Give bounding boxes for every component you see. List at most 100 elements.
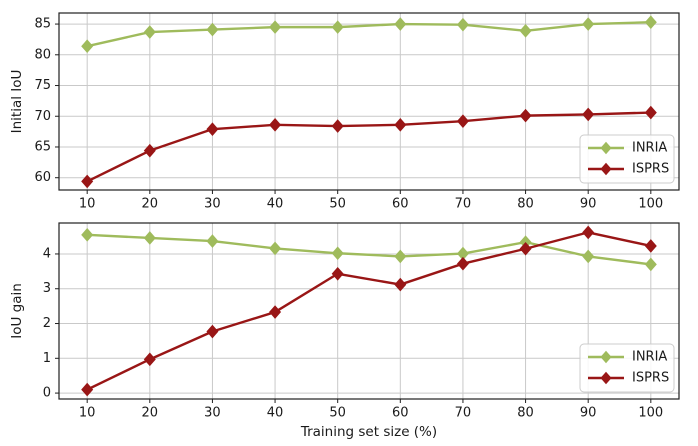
x-tick-label: 100 [638,197,663,212]
legend-sample-marker [600,350,612,364]
series-marker-inria [519,24,532,38]
legend-label: ISPRS [632,162,669,177]
series-line-isprs [85,231,653,391]
series-marker-isprs [206,324,219,339]
series-marker-inria [394,17,407,31]
series-line-isprs [85,111,653,183]
series-marker-isprs [582,225,595,240]
y-tick-label: 70 [34,109,51,124]
series-marker-inria [644,257,657,272]
x-tick-label: 10 [79,197,96,212]
series-marker-isprs [456,256,469,271]
x-tick-label: 80 [517,197,534,212]
series-line-inria [85,21,653,48]
legend-sample-marker [600,371,612,385]
series-marker-isprs [206,122,219,136]
legend: INRIA ISPRS [579,134,675,184]
series-marker-isprs [269,118,282,132]
series-marker-inria [394,249,407,264]
series-marker-isprs [394,277,407,292]
x-tick-label: 70 [455,197,472,212]
x-tick-label: 70 [455,406,472,421]
series-marker-isprs [519,241,532,256]
series-marker-inria [81,39,94,53]
y-tick-label: 60 [34,170,51,185]
series-inria [81,15,657,53]
x-tick-label: 20 [142,406,159,421]
series-marker-inria [456,246,469,261]
series-isprs [81,105,657,189]
series-marker-isprs [81,174,94,189]
series-marker-inria [206,234,219,248]
legend-entry-isprs: ISPRS [588,162,669,177]
series-marker-inria [269,241,282,256]
y-axis-label: IoU gain [9,283,25,339]
series-marker-inria [644,15,657,30]
y-tick-label: 75 [34,78,51,93]
x-tick-label: 20 [142,197,159,212]
series-marker-isprs [582,107,595,122]
series-marker-isprs [81,382,94,397]
series-line-inria [85,233,653,266]
legend-entry-inria: INRIA [588,141,667,156]
x-tick-label: 10 [79,406,96,421]
legend-sample-marker [600,141,612,155]
series-inria [81,228,657,272]
series-marker-isprs [456,114,469,128]
x-tick-label: 50 [329,197,346,212]
legend-entry-inria: INRIA [588,350,667,365]
x-tick-label: 50 [329,406,346,421]
axes-frame [58,12,680,191]
x-tick-label: 100 [638,406,663,421]
panel-initial-iou: 10 20 30 40 50 60 70 80 90 100 60 65 70 75 80 85 Initial… [9,12,680,212]
panel-iou-gain: 10 20 30 40 50 60 70 80 90 100 0 1 2 3 4 IoU gain Traini… [9,222,680,440]
series-marker-inria [582,249,595,264]
series-marker-inria [456,17,469,32]
series-marker-inria [582,17,595,31]
legend-label: ISPRS [632,371,669,386]
legend: INRIA ISPRS [579,343,675,393]
y-tick-label: 65 [34,139,51,154]
series-marker-inria [143,231,156,245]
y-tick-label: 85 [34,17,51,32]
series-marker-isprs [269,305,282,319]
legend-label: INRIA [632,350,667,365]
y-tick-label: 80 [34,47,51,62]
y-tick-label: 2 [43,316,51,331]
series-marker-inria [143,25,156,39]
series-marker-isprs [519,108,532,123]
x-tick-label: 60 [392,406,409,421]
y-axis-label: Initial IoU [9,70,25,134]
series-marker-inria [331,246,344,261]
series-marker-isprs [331,266,344,281]
y-tick-label: 4 [43,246,51,261]
series-marker-inria [206,22,219,37]
legend-label: INRIA [632,141,667,156]
x-tick-label: 60 [392,197,409,212]
x-axis-label: Training set size (%) [300,424,437,440]
series-marker-isprs [394,118,407,132]
series-marker-inria [269,20,282,34]
series-marker-inria [331,20,344,34]
y-tick-label: 1 [43,351,51,366]
series-marker-isprs [644,239,657,253]
y-tick-label: 3 [43,281,51,296]
series-isprs [81,225,657,397]
series-marker-isprs [644,105,657,120]
x-tick-label: 90 [580,406,597,421]
x-tick-label: 30 [204,406,221,421]
axes-frame [58,222,680,400]
x-tick-label: 90 [580,197,597,212]
x-tick-label: 80 [517,406,534,421]
series-marker-isprs [331,119,344,133]
legend-sample-marker [600,162,612,176]
legend-entry-isprs: ISPRS [588,371,669,386]
series-marker-isprs [143,352,156,367]
x-tick-label: 40 [267,197,284,212]
series-marker-isprs [143,143,156,158]
y-tick-label: 0 [43,386,51,401]
series-marker-inria [81,228,94,242]
x-tick-label: 40 [267,406,284,421]
